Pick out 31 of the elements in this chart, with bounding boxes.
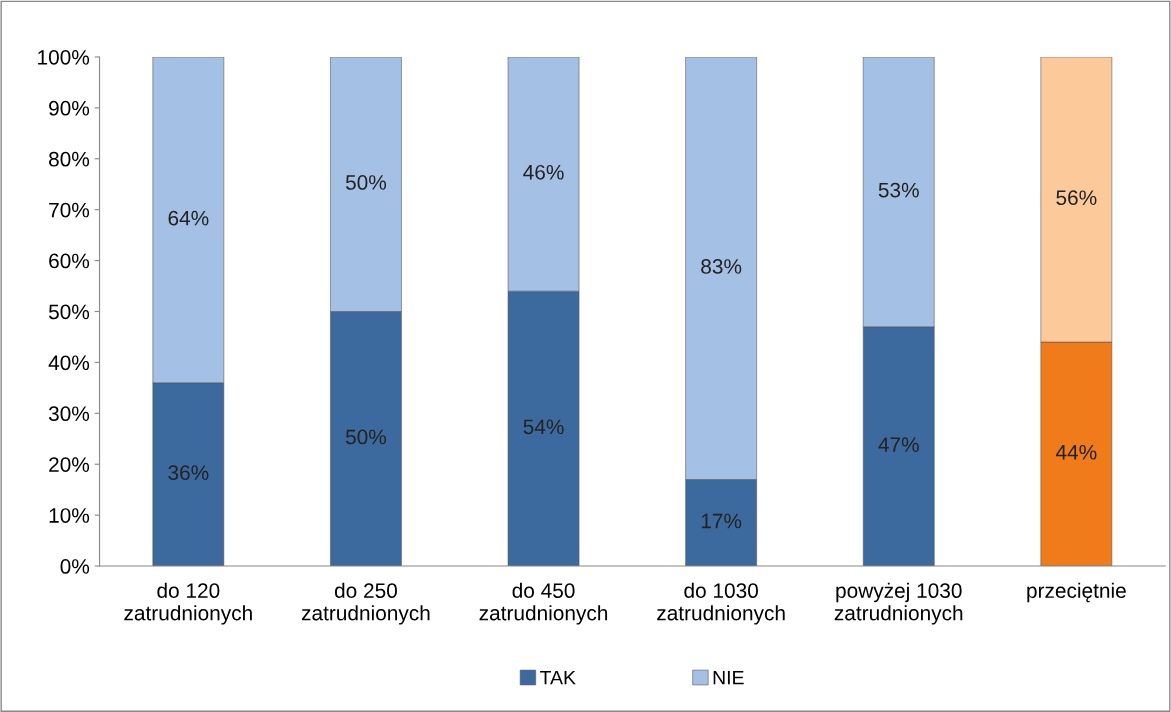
- y-tick-label: 40%: [48, 355, 90, 371]
- data-label: 64%: [168, 210, 209, 226]
- legend-label: NIE: [713, 670, 744, 685]
- data-label: 50%: [345, 429, 387, 445]
- data-label: 50%: [345, 175, 387, 190]
- y-tick-label: 10%: [49, 508, 90, 523]
- y-tick-label: 70%: [49, 202, 90, 218]
- data-label: 36%: [168, 465, 209, 480]
- x-tick-label: do 1030 zatrudnionych: [657, 582, 785, 625]
- y-tick-label: 80%: [49, 151, 90, 167]
- data-label: 44%: [1055, 444, 1097, 460]
- x-tick-label: przeciętnie: [1027, 582, 1126, 603]
- legend-label: TAK: [540, 670, 576, 685]
- data-label: 46%: [523, 164, 564, 180]
- data-label: 53%: [878, 182, 919, 198]
- x-tick-label: powyżej 1030 zatrudnionych: [834, 582, 963, 625]
- data-label: 17%: [701, 513, 742, 529]
- y-tick-label: 30%: [48, 406, 90, 422]
- data-label: 47%: [878, 437, 919, 452]
- data-label: 56%: [1056, 190, 1097, 206]
- y-tick-label: 0%: [60, 559, 90, 574]
- x-tick-label: do 450 zatrudnionych: [479, 582, 608, 625]
- y-tick-label: 20%: [49, 457, 90, 472]
- data-label: 54%: [523, 419, 564, 435]
- y-tick-label: 50%: [48, 304, 90, 320]
- x-tick-label: do 120 zatrudnionych: [124, 582, 252, 625]
- y-tick-label: 60%: [49, 253, 90, 269]
- data-label: 83%: [701, 259, 742, 274]
- y-tick-label: 100%: [38, 49, 90, 65]
- y-tick-label: 90%: [49, 100, 90, 116]
- x-tick-label: do 250 zatrudnionych: [301, 582, 430, 625]
